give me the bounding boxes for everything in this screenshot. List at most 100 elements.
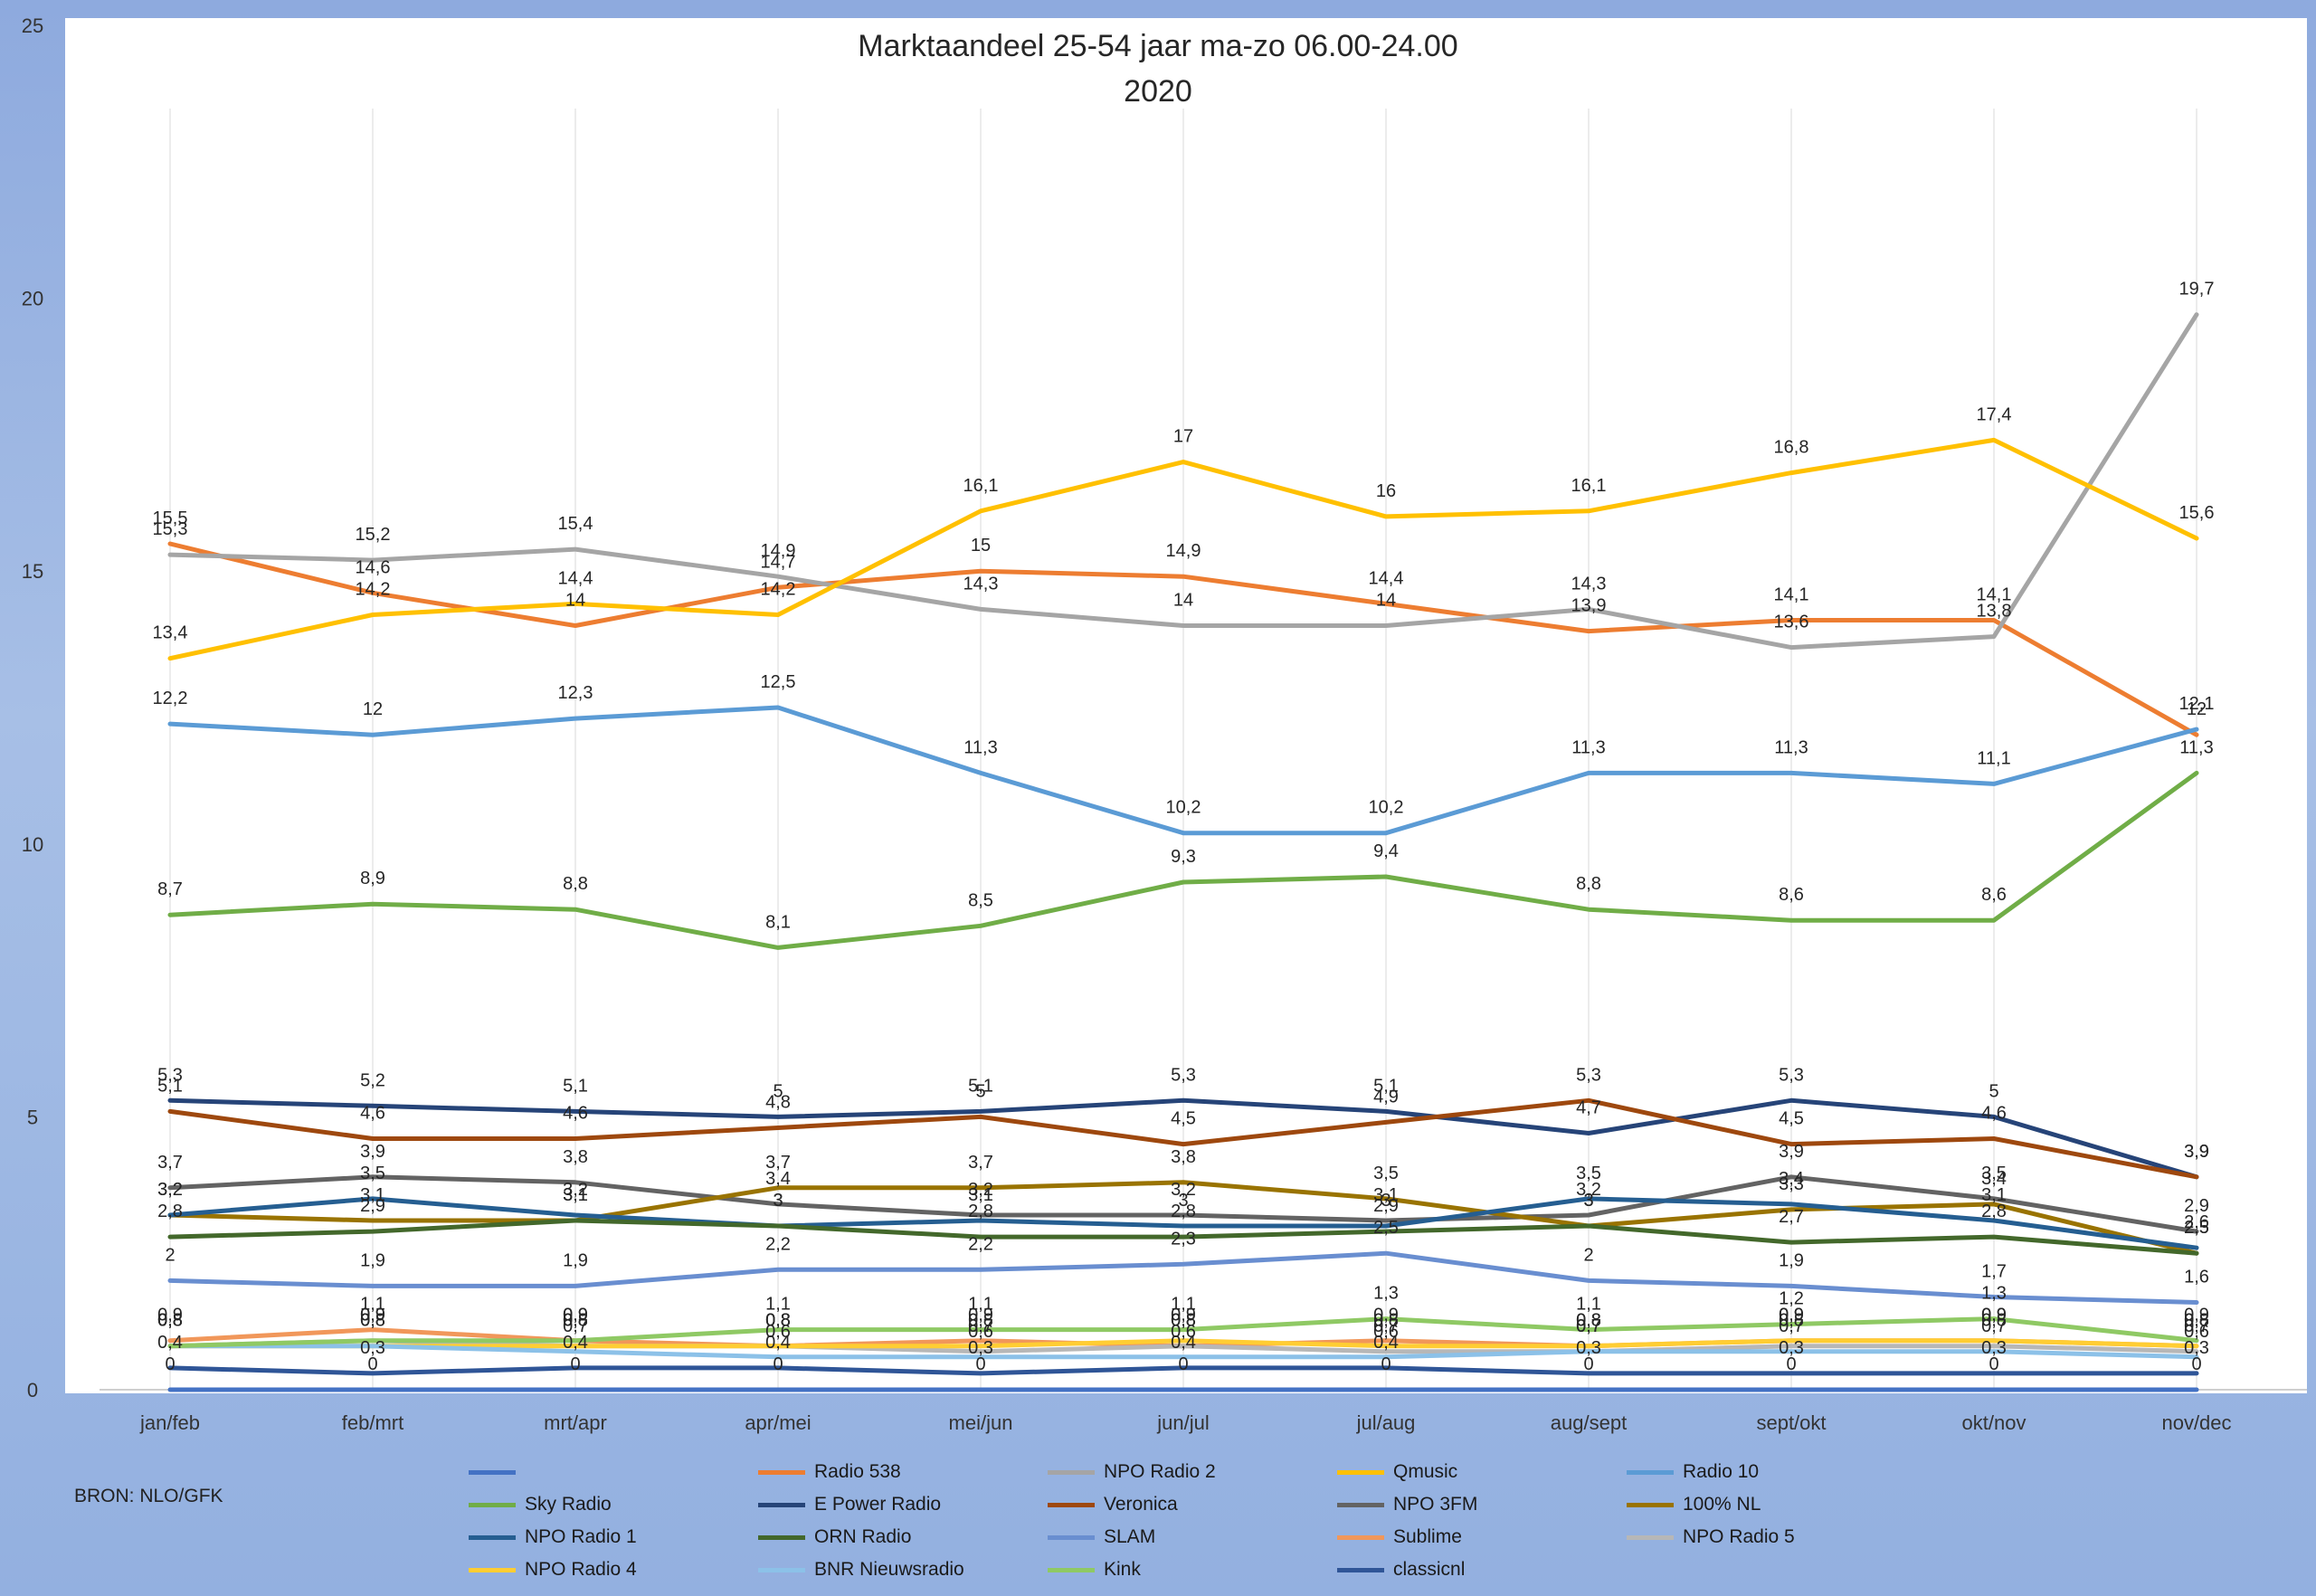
data-label: 15,5 <box>153 508 188 528</box>
legend-label: NPO Radio 4 <box>525 1559 637 1580</box>
data-label: 3,5 <box>360 1164 385 1183</box>
data-label: 16,8 <box>1774 438 1809 458</box>
data-label: 0,8 <box>968 1311 993 1331</box>
data-label: 2,5 <box>1373 1218 1399 1238</box>
legend-swatch <box>1627 1469 1674 1475</box>
data-label: 0,9 <box>563 1306 588 1325</box>
series-line-6 <box>167 1097 2199 1180</box>
data-label: 0,8 <box>1373 1311 1399 1331</box>
data-label: 5,3 <box>1779 1065 1804 1085</box>
x-tick-label: feb/mrt <box>342 1411 403 1434</box>
data-label: 3,8 <box>563 1147 588 1167</box>
data-label: 1,3 <box>1981 1284 2007 1304</box>
data-label: 14,2 <box>356 579 391 599</box>
data-label: 0 <box>165 1354 175 1374</box>
data-label: 0,8 <box>157 1311 183 1331</box>
y-tick-label: 15 <box>22 560 43 583</box>
data-label: 11,3 <box>1774 737 1808 757</box>
series-line-8 <box>167 1174 2199 1234</box>
data-label: 12,1 <box>2179 694 2215 714</box>
legend-item: NPO Radio 2 <box>1048 1457 1216 1487</box>
data-label: 8,7 <box>157 879 183 899</box>
data-label: 14,2 <box>761 579 796 599</box>
data-label: 12 <box>2187 699 2207 719</box>
legend-item: Radio 10 <box>1627 1457 1759 1487</box>
data-label: 8,8 <box>563 874 588 894</box>
legend-label: NPO Radio 5 <box>1683 1526 1795 1547</box>
data-label: 0,6 <box>2184 1322 2209 1342</box>
data-label: 8,5 <box>968 890 993 910</box>
data-label: 0,3 <box>968 1338 993 1358</box>
data-label: 0,6 <box>1171 1322 1196 1342</box>
data-label: 0,4 <box>157 1333 183 1353</box>
data-label: 1,1 <box>968 1295 993 1315</box>
data-label: 1,2 <box>1779 1289 1804 1309</box>
data-label: 5,3 <box>157 1065 183 1085</box>
legend-swatch <box>758 1567 805 1572</box>
legend: Radio 538 NPO Radio 2 Qmusic Radio 10 Sky Ra… <box>469 1457 1916 1591</box>
data-label: 0,4 <box>765 1333 791 1353</box>
data-label: 4,5 <box>1779 1109 1804 1129</box>
data-label: 0 <box>1786 1354 1796 1374</box>
data-label: 5 <box>975 1081 985 1101</box>
data-label: 14,1 <box>1774 584 1809 604</box>
data-label: 0,9 <box>563 1306 588 1325</box>
data-label: 0,3 <box>1779 1338 1804 1358</box>
data-label: 0,8 <box>2184 1311 2209 1331</box>
legend-swatch <box>758 1502 805 1507</box>
data-label: 2,5 <box>2184 1218 2209 1238</box>
series-line-11 <box>167 1218 2199 1256</box>
legend-label: Sublime <box>1393 1526 1462 1547</box>
data-label: 1,7 <box>1981 1261 2007 1281</box>
x-tick-label: sept/okt <box>1756 1411 1826 1434</box>
data-label: 0,8 <box>1171 1311 1196 1331</box>
legend-label: NPO Radio 1 <box>525 1526 637 1547</box>
data-label: 3,1 <box>360 1185 385 1205</box>
y-tick-label: 20 <box>22 288 43 310</box>
data-label: 3,8 <box>1171 1147 1196 1167</box>
legend-label: BNR Nieuwsradio <box>814 1559 964 1580</box>
legend-item: Qmusic <box>1337 1457 1457 1487</box>
data-label: 3,5 <box>1576 1164 1601 1183</box>
data-label: 0,8 <box>563 1311 588 1331</box>
data-label: 11,3 <box>1571 737 1605 757</box>
data-label: 4,9 <box>1373 1087 1399 1107</box>
chart-subtitle: 2020 <box>1124 74 1192 109</box>
data-label: 3,1 <box>1373 1185 1399 1205</box>
data-label: 4,6 <box>563 1104 588 1124</box>
data-label: 16,1 <box>1571 476 1607 496</box>
data-label: 0,7 <box>1981 1316 2007 1336</box>
data-label: 4,6 <box>360 1104 385 1124</box>
data-label: 14,1 <box>1977 584 2012 604</box>
data-label: 5,1 <box>157 1076 183 1096</box>
data-label: 2,8 <box>1171 1202 1196 1221</box>
series-line-2 <box>167 312 2199 651</box>
data-label: 1,1 <box>1576 1295 1601 1315</box>
legend-label: Kink <box>1104 1559 1141 1580</box>
legend-item: classicnl <box>1337 1554 1465 1585</box>
data-label: 12 <box>363 699 383 719</box>
data-label: 0,7 <box>1576 1316 1601 1336</box>
data-label: 14,3 <box>963 574 999 594</box>
series-line-7 <box>167 1097 2199 1180</box>
legend-swatch <box>1627 1534 1674 1540</box>
data-label: 3,1 <box>563 1185 588 1205</box>
legend-label: SLAM <box>1104 1526 1156 1547</box>
data-label: 9,3 <box>1171 847 1196 867</box>
data-label: 0 <box>2191 1354 2201 1374</box>
data-label: 3,7 <box>157 1153 183 1173</box>
data-label: 9,4 <box>1373 841 1399 861</box>
data-label: 3,9 <box>360 1142 385 1162</box>
data-label: 0,7 <box>2184 1316 2209 1336</box>
legend-label: classicnl <box>1393 1559 1466 1580</box>
data-label: 8,8 <box>1576 874 1601 894</box>
series-line-15 <box>167 1338 2199 1349</box>
data-label: 0,3 <box>1576 1338 1601 1358</box>
data-label: 2,9 <box>1373 1196 1399 1216</box>
data-label: 5,1 <box>968 1076 993 1096</box>
data-label: 0,8 <box>765 1311 791 1331</box>
data-label: 3,1 <box>1981 1185 2007 1205</box>
series-line-17 <box>167 1316 2199 1349</box>
data-label: 3,2 <box>1171 1180 1196 1200</box>
